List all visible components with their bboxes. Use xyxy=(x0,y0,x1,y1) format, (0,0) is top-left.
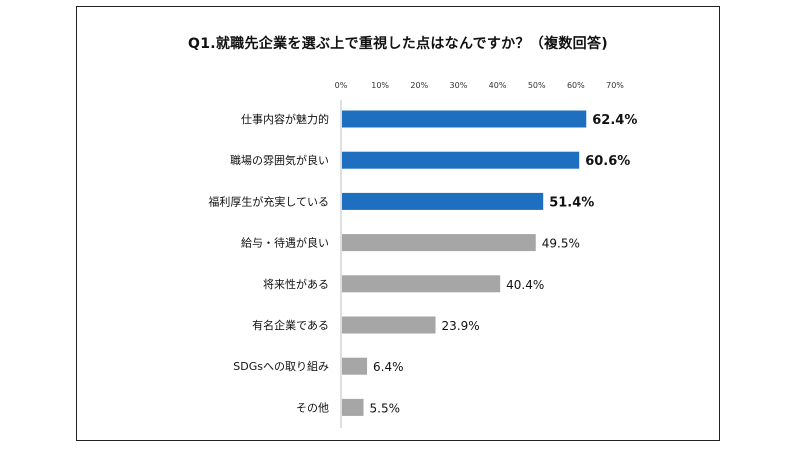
bar xyxy=(342,357,368,375)
bar xyxy=(342,192,544,210)
category-label: 将来性がある xyxy=(263,277,329,291)
category-label: その他 xyxy=(296,401,329,414)
value-label: 6.4% xyxy=(373,360,404,374)
bar xyxy=(342,398,364,416)
value-label: 60.6% xyxy=(585,154,630,169)
bar xyxy=(342,316,436,334)
x-tick-label: 50% xyxy=(528,81,546,90)
bar xyxy=(342,234,536,252)
x-tick-label: 60% xyxy=(567,81,585,90)
chart-frame xyxy=(76,6,720,441)
value-label: 62.4% xyxy=(592,113,637,128)
value-label: 23.9% xyxy=(442,319,480,333)
x-axis-ticks: 0% 10% 20% 30% 40% 50% 60% 70% xyxy=(335,81,625,90)
x-tick-label: 70% xyxy=(606,81,624,90)
x-tick-label: 20% xyxy=(410,81,428,90)
bar xyxy=(342,275,501,293)
category-label: 福利厚生が充実している xyxy=(208,194,329,208)
category-label: 職場の雰囲気が良い xyxy=(230,153,329,167)
x-tick-label: 40% xyxy=(489,81,507,90)
category-label: 給与・待遇が良い xyxy=(241,236,329,250)
bar xyxy=(342,151,580,169)
value-label: 49.5% xyxy=(542,237,580,251)
category-label: SDGsへの取り組み xyxy=(233,360,329,373)
bar xyxy=(342,110,587,128)
bars: 仕事内容が魅力的 62.4% 職場の雰囲気が良い 60.6% 福利厚生が充実している 51… xyxy=(208,110,637,416)
value-label: 5.5% xyxy=(370,401,401,415)
x-tick-label: 10% xyxy=(371,81,389,90)
x-tick-label: 30% xyxy=(450,81,468,90)
x-tick-label: 0% xyxy=(335,81,348,90)
category-label: 仕事内容が魅力的 xyxy=(241,112,329,126)
category-label: 有名企業である xyxy=(252,318,329,332)
value-label: 51.4% xyxy=(549,195,594,210)
chart-title: Q1.就職先企業を選ぶ上で重視した点はなんですか？（複数回答) xyxy=(188,36,608,52)
value-label: 40.4% xyxy=(506,278,544,292)
